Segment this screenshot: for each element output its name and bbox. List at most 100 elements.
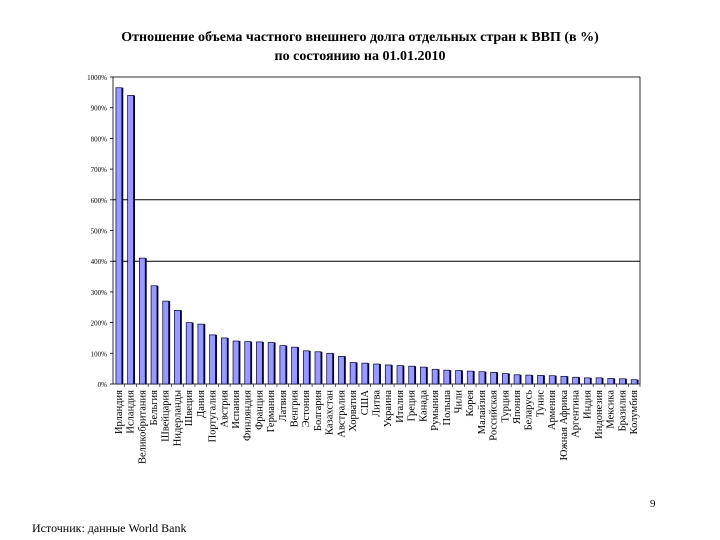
bar: [607, 378, 614, 385]
y-tick-label: 200%: [91, 320, 108, 328]
chart-title-line1: Отношение объема частного внешнего долга…: [121, 30, 599, 45]
y-tick-label: 800%: [91, 135, 108, 143]
x-tick-label: Исландия: [126, 390, 137, 434]
y-tick-label: 100%: [91, 350, 108, 358]
x-tick-label: США: [360, 390, 371, 416]
x-tick-label: Канада: [418, 390, 429, 422]
chart-title: Отношение объема частного внешнего долга…: [0, 28, 720, 66]
x-tick-label: Корея: [465, 390, 476, 417]
x-tick-label: Чили: [453, 390, 464, 414]
x-tick-label: Бельгия: [149, 390, 160, 426]
x-tick-label: Португалия: [208, 390, 219, 443]
x-tick-label: Италия: [395, 390, 406, 423]
bar: [291, 346, 298, 385]
x-tick-label: Финляндия: [243, 390, 254, 441]
x-tick-label: Великобритания: [137, 390, 148, 464]
bar: [115, 87, 123, 385]
bar: [466, 370, 474, 385]
bar: [256, 341, 263, 385]
bar: [127, 95, 134, 385]
x-tick-label: Хорватия: [348, 390, 359, 432]
bar: [630, 379, 638, 385]
x-tick-label: Румыния: [430, 390, 441, 431]
bar: [384, 364, 392, 385]
x-tick-label: Болгария: [313, 390, 324, 431]
bar: [220, 337, 228, 385]
bar: [525, 374, 533, 385]
x-tick-label: Бразилия: [617, 390, 628, 432]
y-tick-label: 500%: [91, 228, 108, 236]
bar: [174, 309, 181, 385]
bar: [584, 377, 591, 385]
x-tick-label: Казахстан: [325, 390, 336, 435]
x-tick-label: Австрия: [219, 390, 230, 428]
bar: [619, 378, 626, 385]
bar: [302, 350, 310, 385]
x-tick-label: Индия: [582, 390, 593, 419]
bar: [431, 368, 439, 385]
x-tick-label: Латвия: [278, 390, 289, 422]
x-tick-label: Греция: [407, 390, 418, 422]
x-tick-label: Малайзия: [477, 390, 488, 434]
bar: [513, 374, 521, 385]
x-tick-label: Япония: [512, 390, 523, 424]
x-tick-label: Ирландия: [114, 390, 125, 434]
x-tick-label: Австралия: [336, 390, 347, 438]
bar: [314, 351, 322, 385]
page-number: 9: [650, 498, 656, 510]
y-tick-label: 600%: [91, 197, 108, 205]
bar: [197, 323, 205, 385]
x-tick-label: Турция: [500, 390, 511, 423]
bar: [443, 369, 451, 385]
bar: [548, 375, 556, 385]
x-tick-label: Эстония: [301, 390, 312, 428]
bar: [361, 362, 369, 385]
x-tick-label: Швейцария: [161, 390, 172, 442]
bar: [232, 340, 240, 385]
x-tick-label: Российская: [489, 390, 500, 441]
x-tick-label: Южная Африка: [559, 390, 570, 461]
x-tick-label: Колумбия: [629, 390, 640, 435]
bar: [537, 375, 544, 385]
bar: [338, 356, 345, 385]
x-tick-label: Франция: [254, 390, 265, 430]
x-tick-label: Аргентина: [571, 390, 582, 438]
x-tick-label: Мексика: [606, 390, 617, 429]
x-tick-label: Польша: [442, 390, 453, 426]
bar: [560, 375, 568, 385]
x-tick-label: Украина: [383, 390, 394, 428]
bar: [185, 322, 193, 385]
bar: [326, 352, 333, 385]
source-note: Источник: данные World Bank: [32, 521, 187, 535]
x-tick-label: Испания: [231, 390, 242, 429]
x-tick-label: Германия: [266, 390, 277, 432]
bar: [572, 376, 579, 385]
bar: [420, 366, 427, 385]
x-tick-label: Тунис: [535, 390, 546, 417]
x-tick-label: Нидерланды: [172, 390, 183, 446]
y-tick-label: 300%: [91, 289, 108, 297]
x-tick-label: Венгрия: [290, 390, 301, 427]
bar: [455, 370, 462, 385]
y-tick-label: 400%: [91, 258, 108, 266]
x-tick-label: Швеция: [184, 390, 195, 426]
bar: [209, 334, 216, 385]
x-tick-label: Армения: [547, 390, 558, 430]
x-tick-label: Литва: [372, 390, 383, 417]
x-tick-label: Дания: [196, 390, 207, 418]
bar: [373, 363, 380, 385]
bar: [244, 341, 251, 385]
y-tick-label: 900%: [91, 105, 108, 113]
y-tick-label: 1000%: [87, 74, 107, 82]
bar: [267, 342, 275, 385]
y-tick-label: 700%: [91, 166, 108, 174]
bar: [150, 285, 158, 385]
bar: [139, 257, 146, 385]
x-tick-label: Беларусь: [524, 390, 535, 431]
bar: [408, 365, 415, 385]
bar: [279, 345, 287, 385]
x-tick-label: Индонезия: [594, 390, 605, 439]
bar: [478, 371, 486, 385]
bar: [162, 300, 169, 385]
